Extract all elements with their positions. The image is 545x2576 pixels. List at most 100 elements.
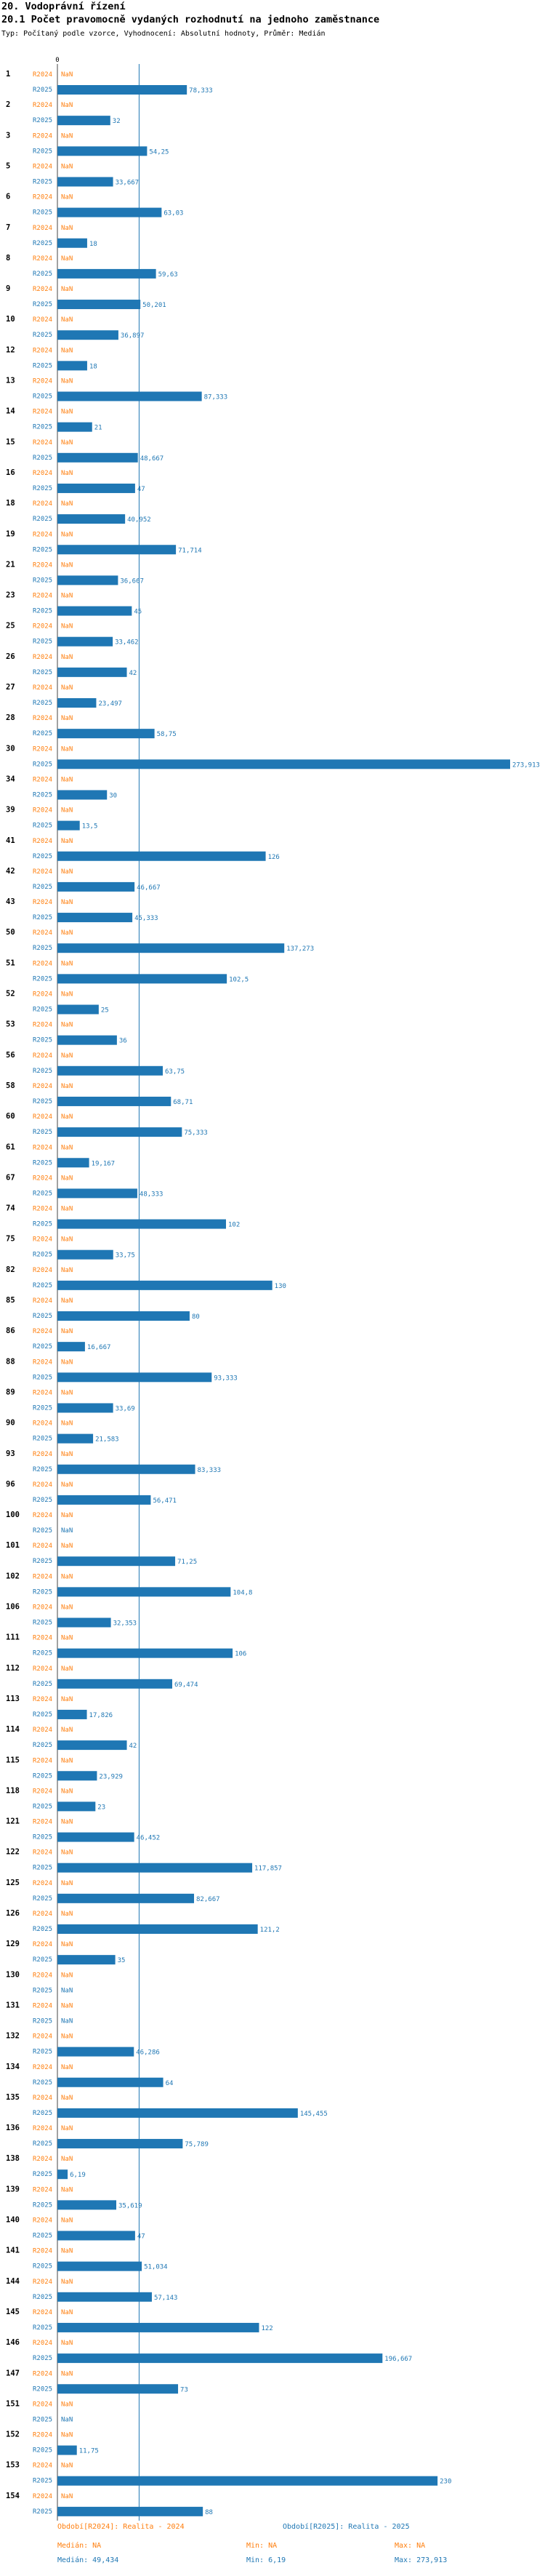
value-label-r2025: 196,667 bbox=[384, 2356, 412, 2363]
series-label-r2025: R2025 bbox=[33, 1129, 52, 1136]
value-label-r2025: 35 bbox=[118, 1957, 126, 1964]
series-label-r2025: R2025 bbox=[33, 1252, 52, 1259]
value-label-r2025: 75,333 bbox=[184, 1129, 208, 1137]
value-label-r2025: 23 bbox=[97, 1804, 105, 1811]
value-label-r2025: 48,333 bbox=[140, 1191, 164, 1198]
value-label-r2025: 33,75 bbox=[116, 1252, 135, 1260]
category-label: 13 bbox=[6, 377, 15, 385]
category-label: 139 bbox=[6, 2185, 20, 2193]
series-label-r2025: R2025 bbox=[33, 2201, 52, 2209]
axis-zero-tick: 0 bbox=[55, 57, 59, 64]
bar-r2025 bbox=[57, 391, 202, 401]
value-label-r2024: NaN bbox=[61, 378, 73, 385]
category-label: 67 bbox=[6, 1173, 15, 1182]
value-label-r2025: 48,667 bbox=[140, 455, 164, 463]
category-label: 145 bbox=[6, 2308, 20, 2316]
series-label-r2024: R2024 bbox=[33, 1175, 52, 1182]
series-label-r2024: R2024 bbox=[33, 899, 52, 906]
value-label-r2024: NaN bbox=[61, 1727, 73, 1734]
series-label-r2024: R2024 bbox=[33, 2064, 52, 2071]
category-label: 53 bbox=[6, 1020, 15, 1029]
category-label: 135 bbox=[6, 2093, 20, 2102]
series-label-r2024: R2024 bbox=[33, 1481, 52, 1489]
value-label-r2025: 63,03 bbox=[164, 210, 183, 217]
series-label-r2024: R2024 bbox=[33, 1420, 52, 1428]
legend-r2025: Období[R2025]: Realita - 2025 bbox=[283, 2523, 410, 2531]
value-label-r2024: NaN bbox=[61, 1757, 73, 1764]
series-label-r2025: R2025 bbox=[33, 853, 52, 860]
chart-title: 20.1 Počet pravomocně vydaných rozhodnut… bbox=[1, 14, 380, 25]
series-label-r2025: R2025 bbox=[33, 271, 52, 278]
series-label-r2025: R2025 bbox=[33, 1558, 52, 1565]
value-label-r2025: 82,667 bbox=[196, 1896, 220, 1903]
bar-r2025 bbox=[57, 974, 227, 984]
bar-r2025 bbox=[57, 2261, 142, 2271]
category-label: 152 bbox=[6, 2431, 20, 2439]
value-label-r2024: NaN bbox=[61, 2064, 73, 2071]
category-label: 10 bbox=[6, 315, 15, 324]
category-label: 151 bbox=[6, 2399, 20, 2408]
category-label: 114 bbox=[6, 1725, 20, 1734]
value-label-r2025: 73 bbox=[180, 2386, 188, 2393]
value-label-r2024: NaN bbox=[61, 163, 73, 170]
section-title: 20. Vodoprávní řízení bbox=[1, 1, 126, 12]
series-label-r2025: R2025 bbox=[33, 1282, 52, 1289]
value-label-r2024: NaN bbox=[61, 654, 73, 661]
value-label-r2024: NaN bbox=[61, 2340, 73, 2347]
value-label-r2025: 273,913 bbox=[512, 761, 540, 769]
category-label: 60 bbox=[6, 1112, 15, 1121]
bar-r2025 bbox=[57, 268, 156, 279]
series-label-r2025: R2025 bbox=[33, 2416, 52, 2423]
median-r2024: Medián: NA bbox=[57, 2542, 102, 2550]
value-label-r2024: NaN bbox=[61, 1512, 73, 1519]
bar-r2025 bbox=[57, 1403, 113, 1413]
series-label-r2025: R2025 bbox=[33, 1068, 52, 1075]
value-label-r2025: 46,286 bbox=[136, 2049, 160, 2057]
value-label-r2025: 51,034 bbox=[144, 2264, 168, 2271]
bar-r2025 bbox=[57, 667, 127, 677]
value-label-r2025: 35,619 bbox=[118, 2202, 142, 2209]
value-label-r2025: 75,789 bbox=[185, 2141, 209, 2148]
category-label: 118 bbox=[6, 1786, 20, 1795]
category-label: 56 bbox=[6, 1051, 15, 1060]
value-label-r2025: 50,201 bbox=[142, 302, 166, 309]
category-label: 39 bbox=[6, 806, 15, 815]
bar-r2025 bbox=[57, 2169, 68, 2180]
bar-r2025 bbox=[57, 1096, 171, 1106]
value-label-r2025: 121,2 bbox=[260, 1927, 280, 1934]
series-label-r2025: R2025 bbox=[33, 2447, 52, 2455]
value-label-r2024: NaN bbox=[61, 623, 73, 631]
bar-r2025 bbox=[57, 1035, 117, 1045]
value-label-r2024: NaN bbox=[61, 1052, 73, 1060]
value-label-r2025: 25 bbox=[101, 1007, 109, 1015]
bar-r2025 bbox=[57, 1955, 116, 1965]
bar-r2025 bbox=[57, 2200, 117, 2210]
bar-r2025 bbox=[57, 514, 126, 524]
value-label-r2024: NaN bbox=[61, 409, 73, 416]
category-label: 141 bbox=[6, 2247, 20, 2255]
category-label: 82 bbox=[6, 1265, 15, 1274]
bar-r2025 bbox=[57, 238, 87, 248]
value-label-r2024: NaN bbox=[61, 1175, 73, 1182]
value-label-r2024: NaN bbox=[61, 776, 73, 783]
value-label-r2024: NaN bbox=[61, 2432, 73, 2439]
median-r2025: Medián: 49,434 bbox=[57, 2556, 119, 2564]
series-label-r2025: R2025 bbox=[33, 1588, 52, 1596]
bar-r2025 bbox=[57, 2476, 438, 2486]
value-label-r2025: 16,667 bbox=[87, 1344, 111, 1351]
bar-r2025 bbox=[57, 943, 285, 953]
series-label-r2025: R2025 bbox=[33, 2263, 52, 2271]
value-label-r2024: NaN bbox=[61, 1297, 73, 1305]
value-label-r2025: 69,474 bbox=[174, 1681, 198, 1689]
value-label-r2025: 45 bbox=[134, 609, 142, 616]
series-label-r2025: R2025 bbox=[33, 2140, 52, 2148]
bar-r2025 bbox=[57, 1004, 99, 1015]
series-label-r2024: R2024 bbox=[33, 225, 52, 232]
category-label: 147 bbox=[6, 2369, 20, 2377]
series-label-r2025: R2025 bbox=[33, 2355, 52, 2362]
series-label-r2024: R2024 bbox=[33, 960, 52, 967]
value-label-r2025: 106 bbox=[235, 1651, 246, 1658]
series-label-r2024: R2024 bbox=[33, 2279, 52, 2286]
bar-r2025 bbox=[57, 1679, 173, 1689]
value-label-r2024: NaN bbox=[61, 71, 73, 79]
